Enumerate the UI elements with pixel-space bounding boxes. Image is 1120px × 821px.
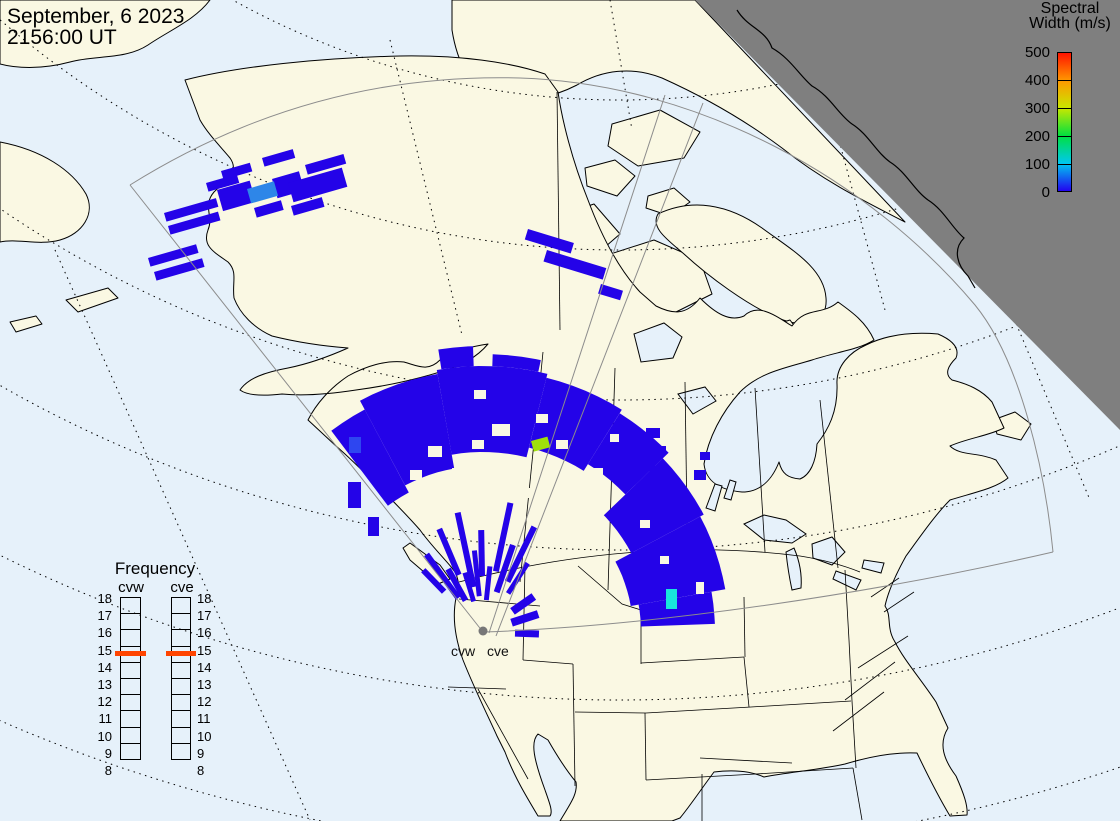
data-cell-special: [530, 436, 551, 452]
data-gap: [410, 470, 422, 480]
data-streak: [478, 530, 485, 577]
data-streak: [454, 512, 477, 588]
data-stripe-bering: [148, 244, 199, 267]
island-bering-2: [9, 315, 43, 333]
data-gap: [610, 434, 619, 442]
data-stripe-special-bering: [247, 181, 279, 204]
data-streak: [483, 566, 493, 601]
data-gap: [660, 556, 669, 564]
data-wedge: [436, 366, 548, 458]
lake-michigan: [785, 547, 802, 591]
data-stripe-bering: [305, 153, 347, 175]
fov-left-edge: [129, 184, 484, 633]
data-stripe-arctic: [543, 250, 607, 280]
island-bering-1: [65, 287, 119, 313]
data-streak: [504, 525, 537, 583]
data-stripe-bering: [205, 174, 240, 192]
data-cell: [368, 517, 379, 536]
data-wedge: [331, 409, 409, 506]
lake-winnipegosis: [723, 479, 737, 501]
data-streak: [445, 567, 469, 602]
data-gap: [428, 446, 442, 457]
data-streak: [514, 629, 540, 638]
data-stripe-bering: [168, 211, 221, 235]
lake-great-slave: [677, 386, 717, 415]
fov-divider-2: [495, 102, 704, 637]
data-stripe-bering: [221, 162, 253, 180]
fov-bottom-edge: [482, 551, 1054, 633]
data-gap: [592, 468, 603, 477]
fov-outer-arc: [129, 77, 1054, 553]
data-stripe-bering: [254, 200, 284, 218]
data-cell-special: [349, 437, 361, 453]
data-cell: [644, 463, 655, 471]
landmass-chukotka-south: [0, 141, 90, 243]
data-wedge: [360, 374, 455, 486]
data-wedge: [492, 354, 541, 372]
island-somerset: [584, 159, 636, 197]
data-streak: [510, 610, 540, 627]
out-of-view-region: [695, 0, 1120, 430]
data-stripe-bering: [164, 198, 219, 222]
data-cell: [694, 470, 706, 480]
data-streak: [462, 572, 476, 603]
spectral-width-data-layer: [148, 149, 726, 638]
data-wedge: [638, 591, 715, 627]
data-stripe-arctic: [524, 229, 574, 254]
data-wedge: [529, 377, 622, 471]
data-stripe-bering: [291, 197, 325, 216]
data-stripe-bering: [216, 180, 256, 212]
data-gap: [520, 488, 534, 498]
data-gap: [536, 414, 548, 423]
data-gap: [472, 440, 484, 449]
radar-site-dot: [478, 626, 488, 636]
fov-divider-1: [488, 94, 666, 634]
landmass-chukotka-north: [0, 0, 211, 68]
data-gap: [452, 468, 472, 482]
data-streak: [510, 593, 537, 615]
radar-fov-outline: [129, 77, 1054, 637]
gray-corner-region: [695, 0, 1120, 430]
data-streak: [471, 550, 482, 597]
data-stripe-bering: [288, 167, 348, 203]
data-wedge: [438, 346, 474, 370]
lake-ontario: [861, 559, 885, 574]
data-gap: [696, 582, 704, 594]
data-wedge: [587, 413, 669, 495]
data-cell: [658, 491, 668, 499]
data-stripe-arctic: [598, 284, 623, 301]
lakes: [633, 322, 885, 591]
data-gap: [492, 424, 510, 436]
data-gap: [556, 440, 568, 449]
data-cell: [348, 482, 361, 508]
data-streak: [493, 544, 516, 594]
lake-great-bear: [633, 322, 683, 363]
data-wedge: [603, 458, 704, 554]
data-cell: [646, 428, 660, 438]
lake-winnipeg: [705, 483, 723, 512]
data-cell-special: [666, 589, 677, 609]
data-gap: [640, 520, 650, 528]
data-streak: [421, 568, 447, 594]
lake-erie: [832, 570, 862, 591]
data-streak: [493, 502, 514, 572]
data-streak: [424, 552, 461, 600]
data-cell: [700, 452, 710, 460]
data-gap: [474, 390, 486, 399]
data-cell: [654, 446, 666, 455]
data-streak: [436, 527, 462, 577]
data-stripe-bering: [261, 149, 296, 167]
greenland-coastline: [736, 9, 976, 289]
